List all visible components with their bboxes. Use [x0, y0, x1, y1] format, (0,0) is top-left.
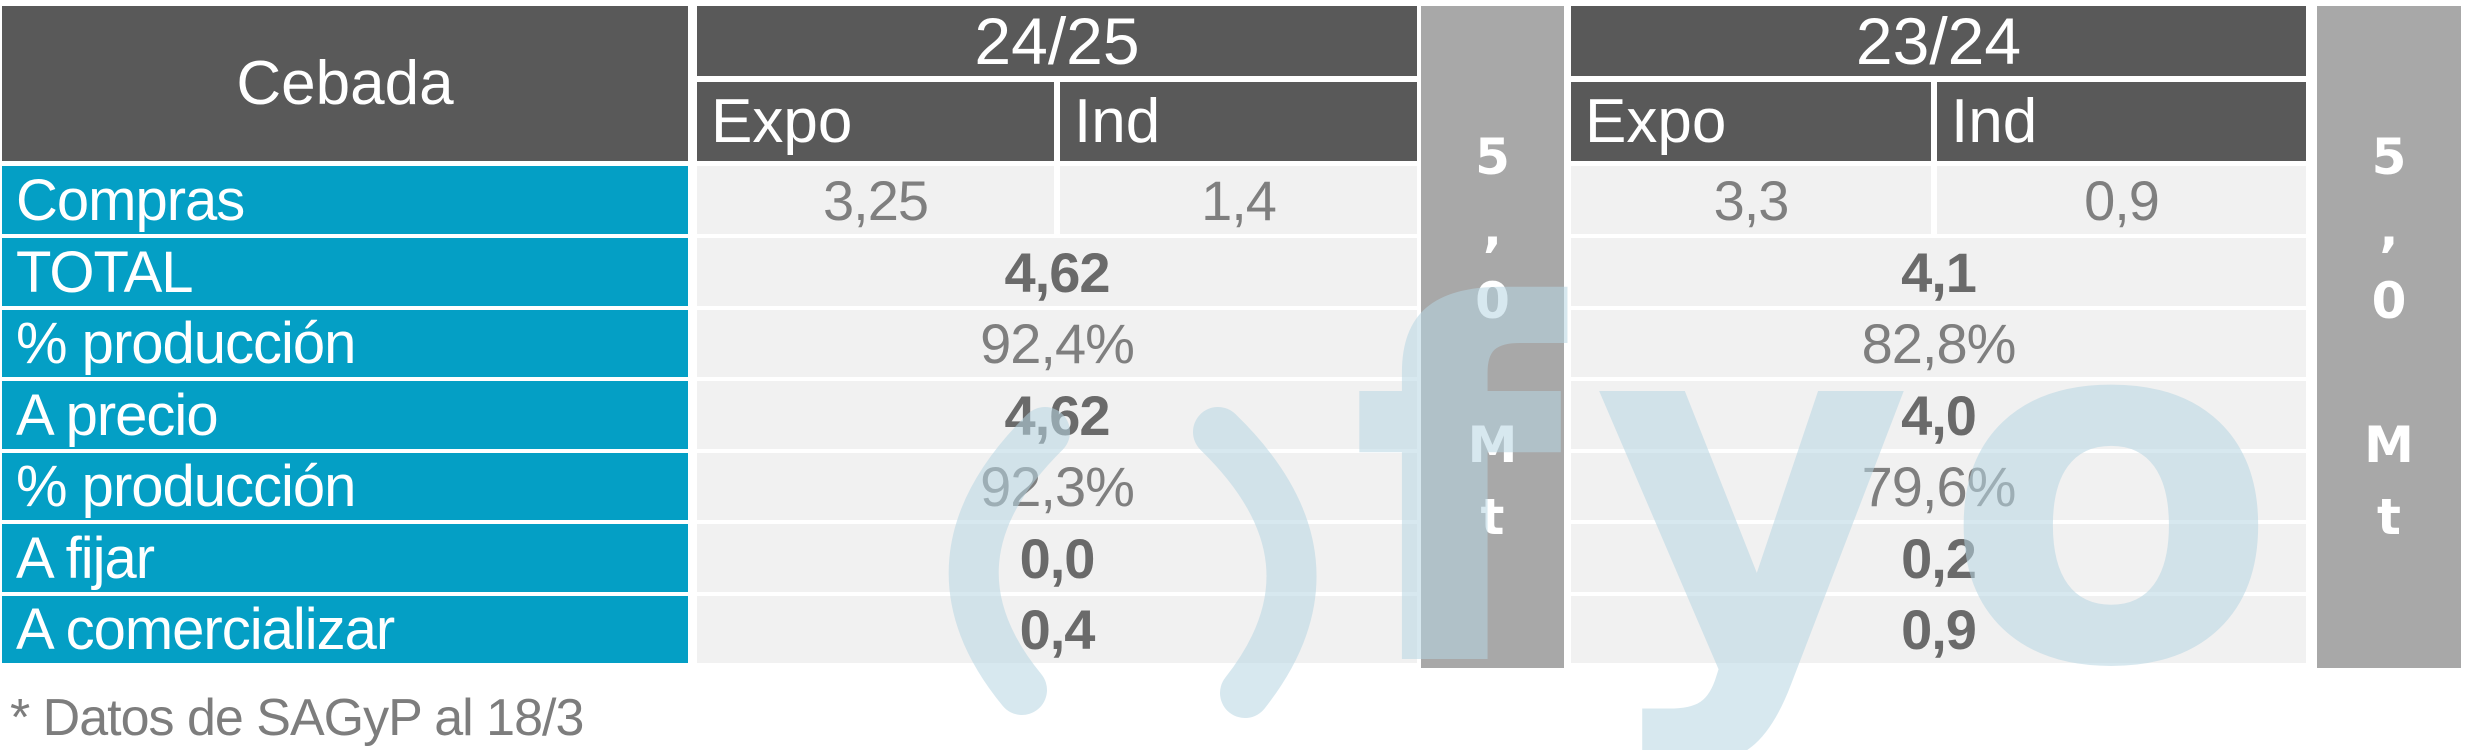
- value-2425-a-precio: 4,62: [697, 381, 1417, 449]
- value-2324-pct-produccion-2: 79,6%: [1571, 453, 2306, 520]
- column-header-2425-ind: Ind: [1060, 82, 1417, 161]
- column-group-2324: 23/24: [1571, 4, 2306, 78]
- column-header-2425-expo: Expo: [697, 82, 1054, 161]
- row-label-compras: Compras: [2, 166, 688, 234]
- value-2425-a-comercializar: 0,4: [697, 596, 1417, 663]
- column-group-2425: 24/25: [697, 4, 1417, 78]
- column-header-2324-expo: Expo: [1571, 82, 1931, 161]
- value-2324-a-comercializar: 0,9: [1571, 596, 2306, 663]
- value-2324-total: 4,1: [1571, 238, 2306, 306]
- row-label-a-fijar: A fijar: [2, 524, 688, 592]
- row-label-a-comercializar: A comercializar: [2, 596, 688, 663]
- value-2425-compras-expo: 3,25: [697, 166, 1054, 234]
- value-2425-compras-ind: 1,4: [1060, 166, 1417, 234]
- value-2324-pct-produccion-1: 82,8%: [1571, 310, 2306, 377]
- row-label-pct-produccion-2: % producción: [2, 453, 688, 520]
- value-2324-a-fijar: 0,2: [1571, 524, 2306, 592]
- row-label-a-precio: A precio: [2, 381, 688, 449]
- value-2425-a-fijar: 0,0: [697, 524, 1417, 592]
- production-bar-2425: 5 , 0 M t: [1421, 6, 1564, 668]
- row-label-pct-produccion-1: % producción: [2, 310, 688, 377]
- production-bar-2425-label: 5 , 0 M t: [1467, 128, 1518, 546]
- value-2425-pct-produccion-2: 92,3%: [697, 453, 1417, 520]
- value-2324-compras-ind: 0,9: [1937, 166, 2306, 234]
- column-header-2324-ind: Ind: [1937, 82, 2306, 161]
- table-title: Cebada: [2, 6, 688, 161]
- production-bar-2324-label: 5 , 0 M t: [2364, 128, 2414, 546]
- value-2324-compras-expo: 3,3: [1571, 166, 1931, 234]
- value-2324-a-precio: 4,0: [1571, 381, 2306, 449]
- value-2425-pct-produccion-1: 92,4%: [697, 310, 1417, 377]
- value-2425-total: 4,62: [697, 238, 1417, 306]
- source-footnote: * Datos de SAGyP al 18/3: [10, 689, 584, 747]
- production-bar-2324: 5 , 0 M t: [2317, 6, 2461, 668]
- row-label-total: TOTAL: [2, 238, 688, 306]
